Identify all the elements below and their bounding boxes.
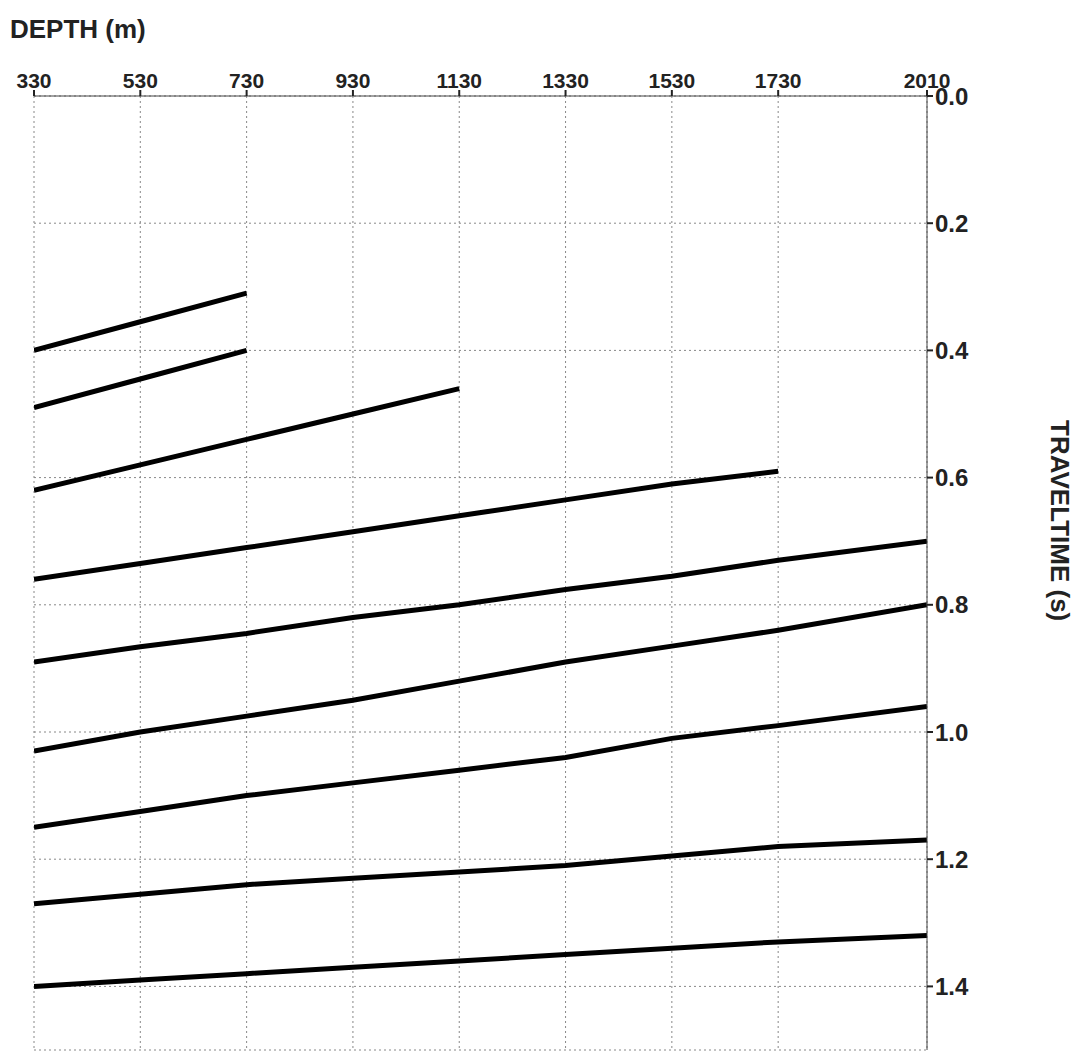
svg-text:1.4: 1.4 <box>935 973 969 1000</box>
svg-text:930: 930 <box>335 69 370 92</box>
svg-text:330: 330 <box>16 69 51 92</box>
svg-text:1130: 1130 <box>436 69 482 92</box>
svg-text:1330: 1330 <box>542 69 589 92</box>
svg-text:0.4: 0.4 <box>935 337 969 364</box>
html-text:DEPTH (m): DEPTH (m) <box>10 14 146 44</box>
svg-text:0.0: 0.0 <box>935 83 968 110</box>
svg-text:1730: 1730 <box>755 69 802 92</box>
svg-text:1.2: 1.2 <box>935 846 968 873</box>
svg-text:2010: 2010 <box>903 69 951 92</box>
svg-text:1.0: 1.0 <box>935 719 968 746</box>
html-text:TRAVELTIME (s): TRAVELTIME (s) <box>1045 420 1075 622</box>
svg-text:0.2: 0.2 <box>935 210 968 237</box>
svg-text:0.6: 0.6 <box>935 464 968 491</box>
svg-text:730: 730 <box>229 69 264 92</box>
svg-text:530: 530 <box>123 69 158 92</box>
svg-text:0.8: 0.8 <box>935 591 968 618</box>
svg-text:1530: 1530 <box>648 69 695 92</box>
